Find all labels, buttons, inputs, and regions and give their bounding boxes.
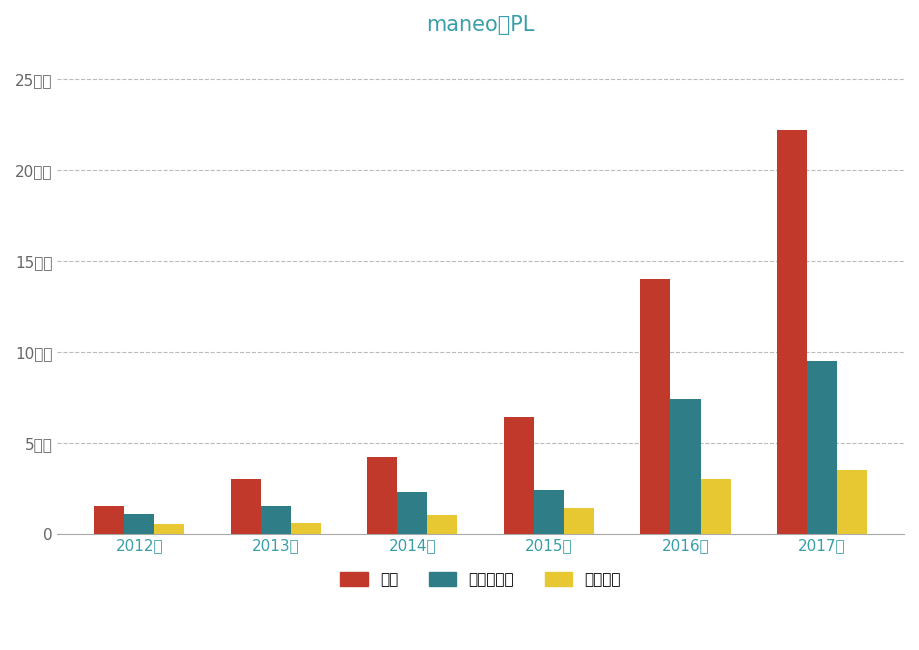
Bar	[534, 490, 564, 534]
Bar	[427, 515, 458, 534]
Legend: 売上, 売上総利益, 営業利益: 売上, 売上総利益, 営業利益	[335, 566, 627, 593]
Bar	[504, 417, 534, 534]
Bar	[124, 514, 154, 534]
Title: maneoのPL: maneoのPL	[426, 15, 535, 35]
Bar	[837, 470, 868, 534]
Bar	[368, 457, 397, 534]
Bar	[700, 479, 731, 534]
Bar	[397, 492, 427, 534]
Bar	[641, 279, 671, 534]
Bar	[231, 479, 261, 534]
Bar	[291, 523, 321, 534]
Bar	[807, 361, 837, 534]
Bar	[777, 130, 807, 534]
Bar	[154, 525, 185, 534]
Bar	[564, 508, 594, 534]
Bar	[261, 506, 291, 534]
Bar	[95, 506, 124, 534]
Bar	[671, 399, 700, 534]
